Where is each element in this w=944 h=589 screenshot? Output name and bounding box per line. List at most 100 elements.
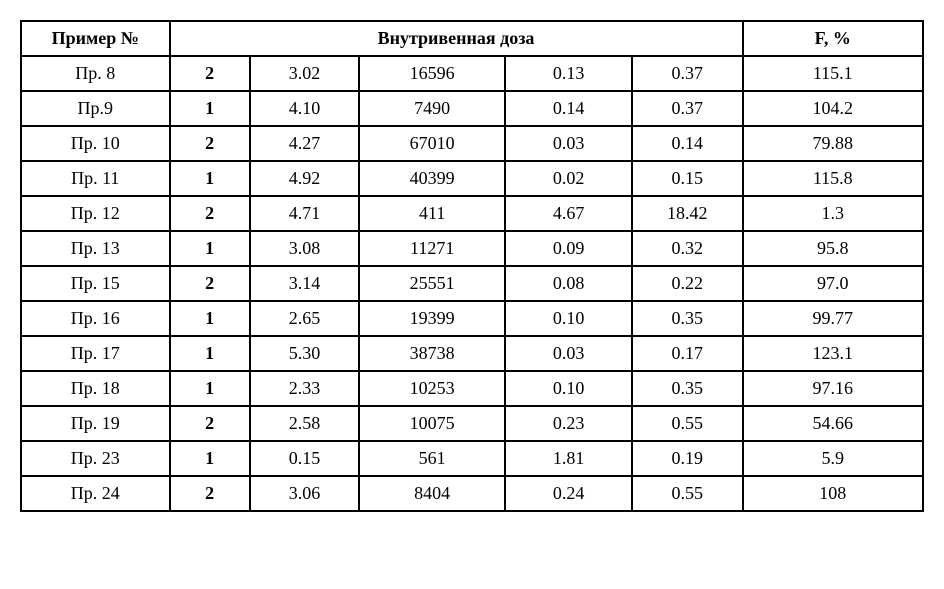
header-example: Пример № [21,21,170,56]
cell-example: Пр. 24 [21,476,170,511]
cell-v3: 0.24 [505,476,632,511]
cell-dose: 1 [170,336,250,371]
cell-dose: 2 [170,476,250,511]
cell-f: 97.0 [743,266,923,301]
header-f-pct: F, % [743,21,923,56]
cell-v3: 0.08 [505,266,632,301]
cell-example: Пр. 18 [21,371,170,406]
table-header: Пример № Внутривенная доза F, % [21,21,923,56]
cell-v4: 0.14 [632,126,743,161]
cell-v1: 2.58 [250,406,359,441]
table-row: Пр. 1612.65193990.100.3599.77 [21,301,923,336]
cell-v2: 8404 [359,476,505,511]
cell-v2: 10075 [359,406,505,441]
cell-example: Пр.9 [21,91,170,126]
cell-dose: 1 [170,231,250,266]
cell-v1: 2.65 [250,301,359,336]
cell-dose: 2 [170,266,250,301]
cell-dose: 1 [170,371,250,406]
cell-v4: 0.37 [632,91,743,126]
cell-v4: 0.55 [632,476,743,511]
cell-dose: 1 [170,301,250,336]
cell-v1: 3.02 [250,56,359,91]
cell-example: Пр. 13 [21,231,170,266]
header-row: Пример № Внутривенная доза F, % [21,21,923,56]
cell-v3: 0.03 [505,126,632,161]
cell-v2: 25551 [359,266,505,301]
cell-f: 108 [743,476,923,511]
cell-f: 104.2 [743,91,923,126]
cell-dose: 2 [170,126,250,161]
cell-v3: 0.10 [505,301,632,336]
table-row: Пр. 1224.714114.6718.421.3 [21,196,923,231]
cell-v3: 0.23 [505,406,632,441]
cell-v1: 3.08 [250,231,359,266]
cell-v2: 411 [359,196,505,231]
cell-v3: 0.14 [505,91,632,126]
cell-example: Пр. 19 [21,406,170,441]
table-row: Пр. 1523.14255510.080.2297.0 [21,266,923,301]
table-row: Пр. 1024.27670100.030.1479.88 [21,126,923,161]
cell-example: Пр. 15 [21,266,170,301]
table-row: Пр. 2310.155611.810.195.9 [21,441,923,476]
cell-f: 115.1 [743,56,923,91]
cell-v3: 0.03 [505,336,632,371]
cell-v4: 0.17 [632,336,743,371]
cell-dose: 2 [170,196,250,231]
cell-f: 95.8 [743,231,923,266]
cell-dose: 1 [170,161,250,196]
table-row: Пр. 1715.30387380.030.17123.1 [21,336,923,371]
cell-dose: 1 [170,91,250,126]
data-table: Пример № Внутривенная доза F, % Пр. 823.… [20,20,924,512]
cell-v2: 561 [359,441,505,476]
table-row: Пр. 1812.33102530.100.3597.16 [21,371,923,406]
cell-example: Пр. 10 [21,126,170,161]
header-iv-dose: Внутривенная доза [170,21,743,56]
cell-v3: 0.02 [505,161,632,196]
cell-example: Пр. 16 [21,301,170,336]
cell-v3: 0.10 [505,371,632,406]
cell-v4: 0.32 [632,231,743,266]
cell-f: 1.3 [743,196,923,231]
cell-v1: 2.33 [250,371,359,406]
cell-v4: 0.22 [632,266,743,301]
cell-v3: 4.67 [505,196,632,231]
cell-f: 123.1 [743,336,923,371]
cell-example: Пр. 8 [21,56,170,91]
cell-v1: 4.27 [250,126,359,161]
cell-v4: 18.42 [632,196,743,231]
cell-v4: 0.19 [632,441,743,476]
cell-v2: 67010 [359,126,505,161]
table-row: Пр. 2423.0684040.240.55108 [21,476,923,511]
cell-f: 5.9 [743,441,923,476]
table-row: Пр. 1922.58100750.230.5554.66 [21,406,923,441]
cell-f: 99.77 [743,301,923,336]
cell-v3: 0.09 [505,231,632,266]
cell-v2: 10253 [359,371,505,406]
cell-v1: 3.06 [250,476,359,511]
cell-v4: 0.35 [632,301,743,336]
cell-v2: 40399 [359,161,505,196]
cell-f: 115.8 [743,161,923,196]
cell-v4: 0.55 [632,406,743,441]
cell-f: 97.16 [743,371,923,406]
cell-dose: 2 [170,406,250,441]
cell-f: 79.88 [743,126,923,161]
cell-example: Пр. 17 [21,336,170,371]
cell-v1: 4.71 [250,196,359,231]
cell-example: Пр. 23 [21,441,170,476]
cell-v3: 1.81 [505,441,632,476]
table-row: Пр.914.1074900.140.37104.2 [21,91,923,126]
cell-v2: 19399 [359,301,505,336]
cell-dose: 1 [170,441,250,476]
cell-v1: 0.15 [250,441,359,476]
cell-v2: 11271 [359,231,505,266]
cell-v2: 16596 [359,56,505,91]
cell-f: 54.66 [743,406,923,441]
table-body: Пр. 823.02165960.130.37115.1Пр.914.10749… [21,56,923,511]
cell-v4: 0.15 [632,161,743,196]
cell-v1: 3.14 [250,266,359,301]
cell-dose: 2 [170,56,250,91]
cell-v1: 5.30 [250,336,359,371]
cell-v4: 0.35 [632,371,743,406]
